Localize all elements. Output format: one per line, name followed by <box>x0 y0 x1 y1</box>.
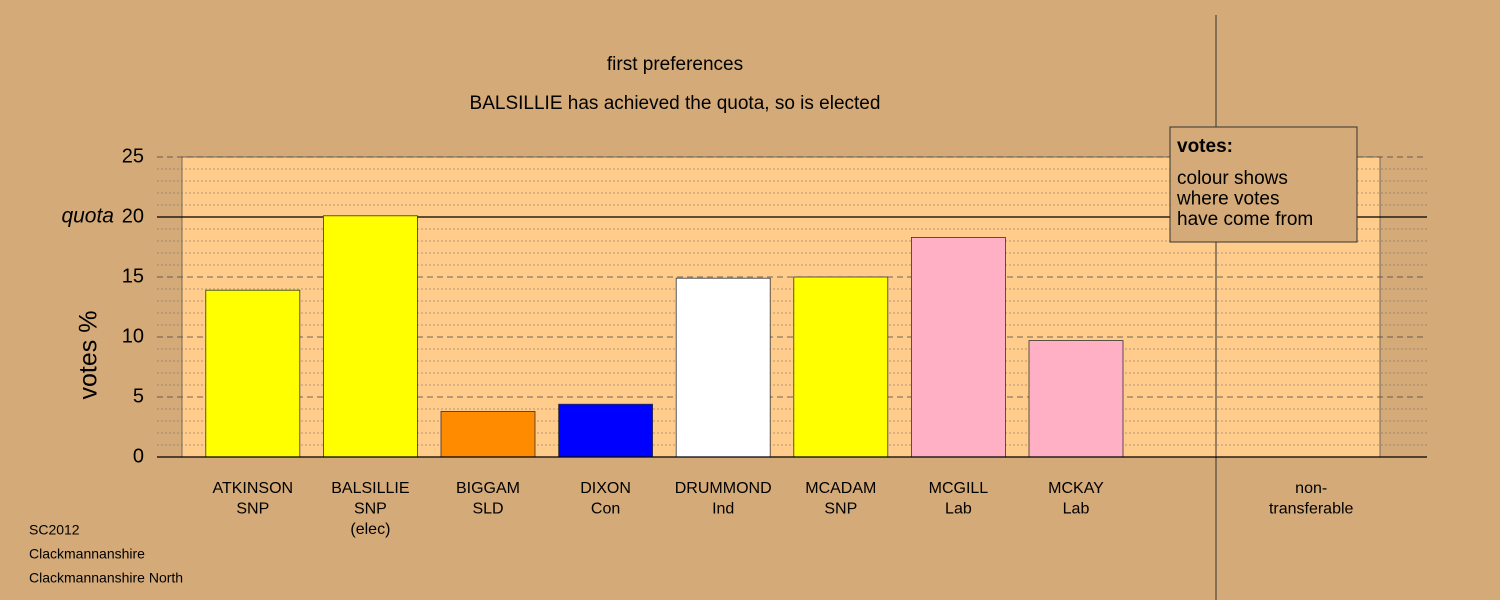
x-tick-label: non- <box>1295 480 1327 497</box>
legend-title: votes: <box>1177 136 1233 157</box>
x-tick-label: transferable <box>1269 501 1354 518</box>
x-tick-label: Ind <box>712 501 734 518</box>
x-tick-label: SLD <box>472 501 503 518</box>
bar <box>558 403 653 458</box>
x-tick-label: Con <box>591 501 620 518</box>
footer-text: Clackmannanshire North <box>29 570 183 586</box>
legend-text: have come from <box>1177 209 1313 230</box>
legend-text: where votes <box>1176 189 1279 210</box>
x-tick-label: BALSILLIE <box>331 480 409 497</box>
quota-label: quota <box>61 205 114 228</box>
y-tick-label: 25 <box>122 145 144 167</box>
x-tick-label: Lab <box>1063 501 1090 518</box>
bar <box>205 289 301 458</box>
x-tick-label: DRUMMOND <box>675 480 772 497</box>
x-tick-label: BIGGAM <box>456 480 520 497</box>
footer-text: SC2012 <box>29 522 80 538</box>
footer-text: Clackmannanshire <box>29 546 145 562</box>
x-tick-label: SNP <box>824 501 857 518</box>
bar <box>1028 340 1124 458</box>
bar <box>911 236 1006 458</box>
y-tick-label: 5 <box>133 385 144 407</box>
x-tick-label: SNP <box>236 501 269 518</box>
bar <box>793 276 889 458</box>
x-tick-label: Lab <box>945 501 972 518</box>
x-tick-label: ATKINSON <box>212 480 293 497</box>
legend-text: colour shows <box>1177 168 1288 189</box>
y-tick-label: 15 <box>122 265 144 287</box>
chart-title: first preferences <box>607 54 743 75</box>
bar <box>675 277 771 458</box>
y-tick-label: 20 <box>122 205 144 227</box>
x-tick-label: (elec) <box>350 521 390 538</box>
y-tick-label: 10 <box>122 325 144 347</box>
chart-subtitle: BALSILLIE has achieved the quota, so is … <box>470 93 881 114</box>
x-tick-label: SNP <box>354 501 387 518</box>
bar <box>322 215 418 458</box>
x-tick-label: MCGILL <box>929 480 989 497</box>
legend-box <box>1169 126 1358 243</box>
y-tick-label: 0 <box>133 445 144 467</box>
x-tick-label: MCKAY <box>1048 480 1104 497</box>
y-axis-label: votes % <box>75 311 103 400</box>
bar <box>440 410 536 458</box>
x-tick-label: DIXON <box>580 480 631 497</box>
x-tick-label: MCADAM <box>805 480 876 497</box>
